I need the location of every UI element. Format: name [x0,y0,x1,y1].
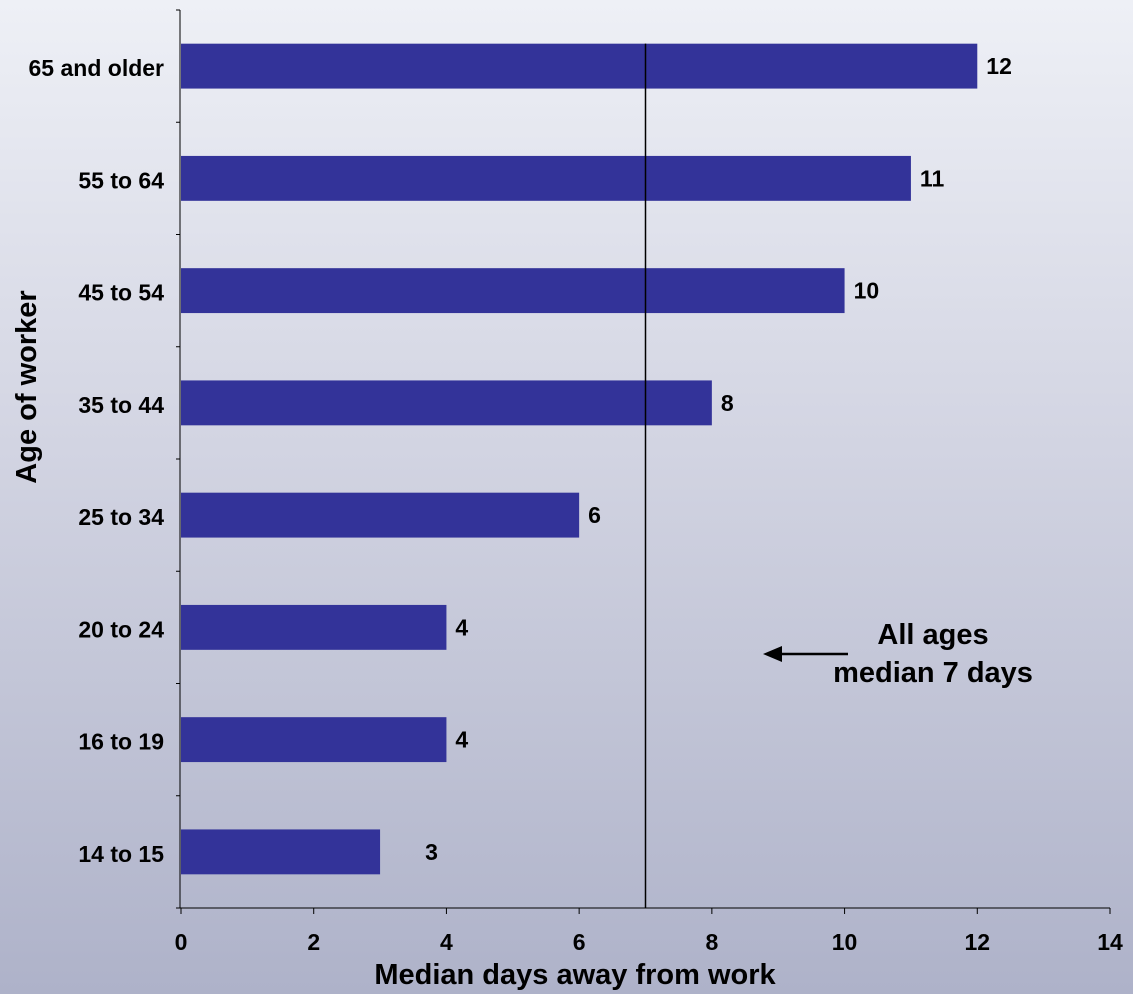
x-tick-label: 2 [307,929,320,955]
bar [181,43,978,89]
data-label: 11 [920,165,945,191]
x-axis-title: Median days away from work [374,959,776,991]
data-label: 6 [588,502,601,528]
category-label: 35 to 44 [78,392,164,418]
data-label: 4 [455,614,468,640]
median-annotation: All ages median 7 days [763,619,1033,689]
x-tick-label: 4 [440,929,453,955]
category-label: 16 to 19 [78,729,164,755]
arrow-left-icon [763,646,782,662]
x-tick-label: 12 [964,929,990,955]
data-label: 3 [425,839,438,865]
category-label: 55 to 64 [78,167,164,193]
annotation-line-2: median 7 days [833,657,1033,689]
annotation-line-1: All ages [877,619,988,651]
bar [181,604,447,650]
data-label: 8 [721,390,734,416]
bar [181,717,447,763]
x-tick-label: 0 [175,929,188,955]
category-label: 65 and older [29,55,165,81]
x-tick-label: 14 [1097,929,1123,955]
category-label: 25 to 34 [78,504,164,530]
data-label: 10 [854,278,880,304]
category-label: 45 to 54 [78,280,164,306]
bar [181,380,712,426]
category-label: 14 to 15 [78,841,164,867]
y-axis-title: Age of worker [11,290,43,483]
data-label: 12 [986,53,1012,79]
x-tick-label: 10 [832,929,858,955]
bar [181,155,911,201]
bar [181,492,580,538]
bar [181,829,381,875]
bar [181,268,845,314]
data-label: 4 [455,727,468,753]
x-tick-label: 8 [705,929,718,955]
x-tick-label: 6 [573,929,586,955]
category-label: 20 to 24 [78,616,164,642]
bars: 12 11 10 8 6 4 4 3 [181,43,1012,875]
axes: 65 and older 55 to 64 45 to 54 35 to 44 25 t… [29,9,1123,955]
